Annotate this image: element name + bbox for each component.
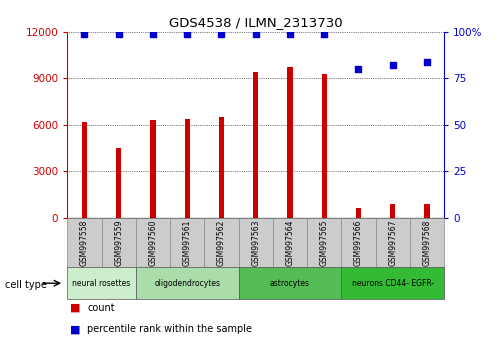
Bar — [390, 204, 395, 218]
FancyBboxPatch shape — [307, 218, 341, 267]
Text: GSM997558: GSM997558 — [80, 219, 89, 266]
Bar — [322, 74, 327, 218]
Point — [389, 62, 397, 68]
Text: GSM997563: GSM997563 — [251, 219, 260, 266]
FancyBboxPatch shape — [239, 267, 341, 299]
FancyBboxPatch shape — [273, 218, 307, 267]
Text: cell type: cell type — [5, 280, 47, 290]
Bar — [150, 120, 156, 218]
Text: ■: ■ — [70, 324, 80, 334]
Point — [80, 31, 88, 36]
FancyBboxPatch shape — [410, 218, 444, 267]
Point — [423, 59, 431, 64]
Text: GSM997560: GSM997560 — [149, 219, 158, 266]
Point — [218, 31, 226, 36]
FancyBboxPatch shape — [102, 218, 136, 267]
Text: GSM997566: GSM997566 — [354, 219, 363, 266]
FancyBboxPatch shape — [341, 267, 444, 299]
Text: neural rosettes: neural rosettes — [72, 279, 131, 288]
FancyBboxPatch shape — [136, 267, 239, 299]
Point — [251, 31, 259, 36]
Text: neurons CD44- EGFR-: neurons CD44- EGFR- — [352, 279, 434, 288]
FancyBboxPatch shape — [67, 218, 102, 267]
Bar — [356, 209, 361, 218]
Bar — [219, 117, 224, 218]
Bar — [425, 204, 430, 218]
Bar — [253, 72, 258, 218]
Point — [115, 31, 123, 36]
Text: GSM997559: GSM997559 — [114, 219, 123, 266]
Point — [183, 31, 191, 36]
FancyBboxPatch shape — [239, 218, 273, 267]
FancyBboxPatch shape — [376, 218, 410, 267]
FancyBboxPatch shape — [205, 218, 239, 267]
FancyBboxPatch shape — [136, 218, 170, 267]
Point — [286, 31, 294, 36]
Text: GSM997567: GSM997567 — [388, 219, 397, 266]
Title: GDS4538 / ILMN_2313730: GDS4538 / ILMN_2313730 — [169, 16, 342, 29]
Bar — [82, 122, 87, 218]
Text: GSM997562: GSM997562 — [217, 219, 226, 266]
Text: ■: ■ — [70, 303, 80, 313]
FancyBboxPatch shape — [170, 218, 205, 267]
Text: GSM997565: GSM997565 — [320, 219, 329, 266]
FancyBboxPatch shape — [341, 218, 376, 267]
Text: GSM997568: GSM997568 — [423, 219, 432, 266]
Point — [354, 66, 362, 72]
Text: astrocytes: astrocytes — [270, 279, 310, 288]
Text: count: count — [87, 303, 115, 313]
Point — [149, 31, 157, 36]
Text: GSM997561: GSM997561 — [183, 219, 192, 266]
FancyBboxPatch shape — [67, 267, 136, 299]
Text: oligodendrocytes: oligodendrocytes — [154, 279, 220, 288]
Text: percentile rank within the sample: percentile rank within the sample — [87, 324, 252, 334]
Bar — [185, 119, 190, 218]
Bar — [116, 148, 121, 218]
Point — [320, 31, 328, 36]
Bar — [287, 68, 292, 218]
Text: GSM997564: GSM997564 — [285, 219, 294, 266]
